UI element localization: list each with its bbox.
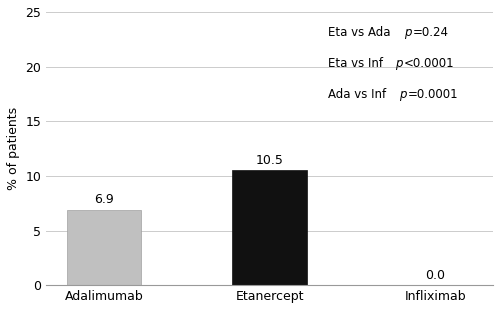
Text: Eta vs Ada: Eta vs Ada	[328, 26, 394, 39]
Text: =0.0001: =0.0001	[408, 88, 459, 101]
Text: =0.24: =0.24	[413, 26, 449, 39]
Text: Ada vs Inf: Ada vs Inf	[328, 88, 390, 101]
Text: <0.0001: <0.0001	[404, 57, 454, 70]
Text: 0.0: 0.0	[426, 269, 446, 282]
Bar	[232, 170, 307, 285]
Text: Eta vs Inf: Eta vs Inf	[328, 57, 386, 70]
Text: 6.9: 6.9	[94, 193, 114, 206]
Y-axis label: % of patients: % of patients	[7, 107, 20, 190]
Text: p: p	[404, 26, 411, 39]
Text: p: p	[396, 57, 403, 70]
Bar	[66, 210, 141, 285]
Text: p: p	[399, 88, 406, 101]
Text: 10.5: 10.5	[256, 154, 283, 167]
